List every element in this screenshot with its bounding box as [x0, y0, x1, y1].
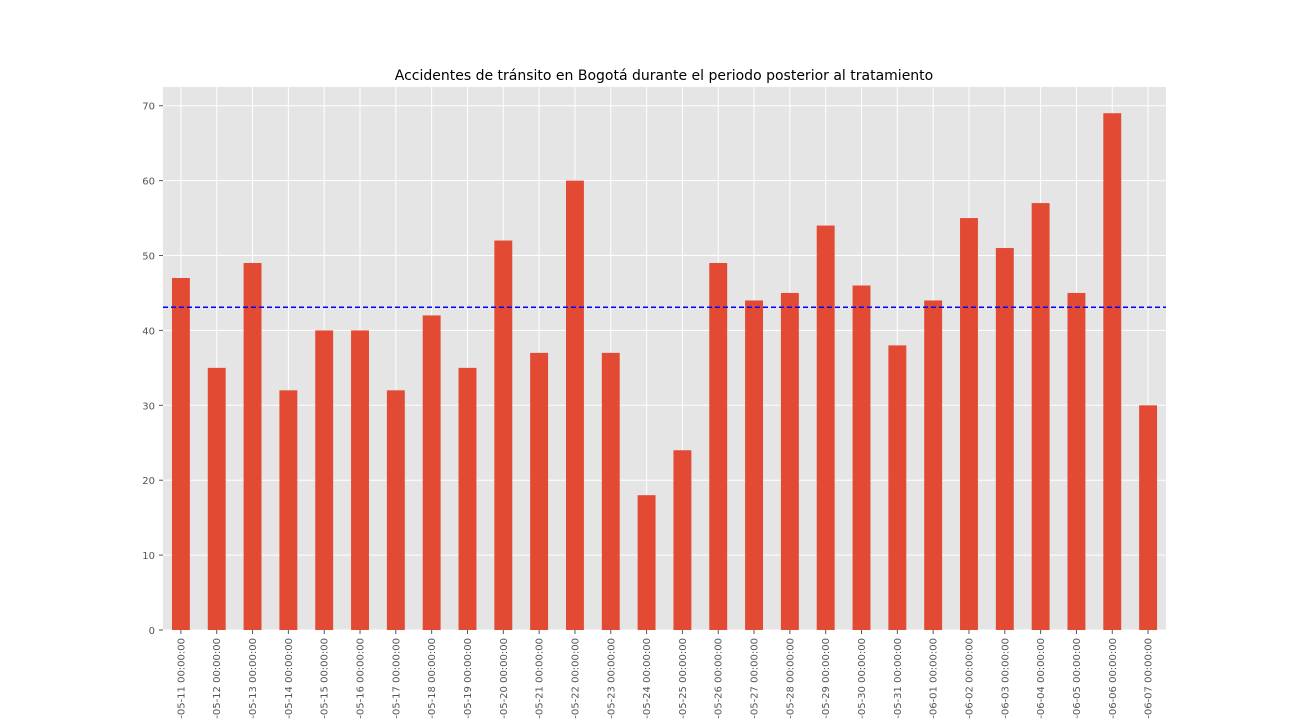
plot-background	[163, 87, 1166, 630]
y-tick-label: 70	[142, 102, 155, 113]
x-tick-label: -05-27 00:00:00	[750, 638, 761, 719]
bar	[565, 180, 584, 630]
x-tick-label: -05-14 00:00:00	[284, 638, 295, 719]
x-tick-label: -06-02 00:00:00	[964, 638, 975, 719]
y-tick-label: 50	[142, 252, 155, 263]
bars	[171, 113, 1158, 630]
bar	[780, 292, 799, 630]
x-tick-label: -05-31 00:00:00	[893, 638, 904, 719]
bar	[960, 218, 978, 630]
y-tick-label: 40	[142, 326, 155, 337]
x-tick-label: -05-13 00:00:00	[248, 638, 259, 719]
bar	[673, 450, 692, 630]
bar	[351, 330, 369, 630]
x-tick-label: -05-26 00:00:00	[714, 638, 725, 719]
bar	[243, 263, 262, 630]
bar	[279, 390, 298, 630]
bar	[530, 352, 549, 630]
y-tick-label: 30	[142, 401, 155, 412]
x-tick-label: -05-15 00:00:00	[320, 638, 331, 719]
x-tick-label: -05-28 00:00:00	[785, 638, 796, 719]
bar	[458, 367, 477, 630]
bar	[207, 367, 226, 630]
y-tick-label: 10	[142, 551, 155, 562]
x-tick-label: -05-25 00:00:00	[678, 638, 689, 719]
bar	[315, 330, 334, 630]
x-tick-label: -06-03 00:00:00	[1000, 638, 1011, 719]
bar	[601, 352, 620, 630]
bar	[422, 315, 441, 630]
bar	[995, 248, 1014, 630]
bar	[888, 345, 907, 630]
x-tick-label: -05-29 00:00:00	[821, 638, 832, 719]
bar	[1103, 113, 1122, 630]
x-tick-label: -05-12 00:00:00	[212, 638, 223, 719]
x-tick-label: -05-21 00:00:00	[535, 638, 546, 719]
x-tick-label: -06-04 00:00:00	[1036, 638, 1047, 719]
x-tick-label: -05-16 00:00:00	[356, 638, 367, 719]
bar	[1031, 203, 1050, 630]
x-tick-label: -05-30 00:00:00	[857, 638, 868, 719]
x-tick-label: -05-19 00:00:00	[463, 638, 474, 719]
x-tick-label: -05-22 00:00:00	[570, 638, 581, 719]
bar	[1139, 405, 1158, 630]
y-tick-label: 20	[142, 476, 155, 487]
bar	[637, 495, 656, 630]
x-tick-label: -06-06 00:00:00	[1108, 638, 1119, 719]
axes: 0 10 20 30 40 50 60 70 -05-11 00:00:00 -05-12 00:…	[142, 102, 1154, 719]
x-tick-label: -05-18 00:00:00	[427, 638, 438, 719]
bar	[852, 285, 871, 630]
x-tick-label: -05-20 00:00:00	[499, 638, 510, 719]
x-tick-label: -05-11 00:00:00	[176, 638, 187, 719]
bar	[494, 240, 513, 630]
bar	[171, 277, 190, 630]
x-tick-label: -05-17 00:00:00	[391, 638, 402, 719]
x-tick-label: -06-01 00:00:00	[929, 638, 940, 719]
x-tick-label: -06-07 00:00:00	[1144, 638, 1155, 719]
bar	[386, 390, 405, 630]
x-tick-label: -05-24 00:00:00	[642, 638, 653, 719]
y-tick-label: 0	[149, 626, 155, 637]
y-tick-label: 60	[142, 177, 155, 188]
bar	[709, 263, 728, 630]
bar	[816, 225, 835, 630]
chart-title: Accidentes de tránsito en Bogotá durante…	[395, 68, 933, 84]
bar	[745, 300, 764, 630]
bar	[1067, 292, 1086, 630]
x-tick-label: -05-23 00:00:00	[606, 638, 617, 719]
x-tick-label: -06-05 00:00:00	[1072, 638, 1083, 719]
bar	[924, 300, 943, 630]
